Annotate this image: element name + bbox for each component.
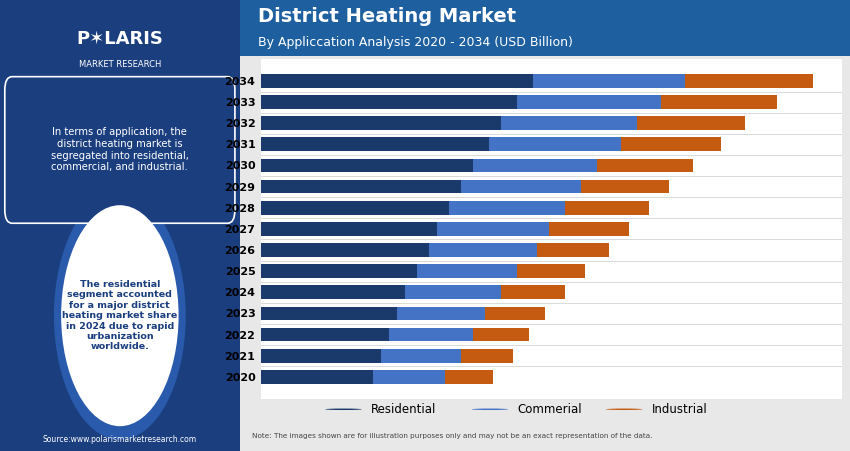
Bar: [489, 138, 621, 151]
Text: Source:www.polarismarketresearch.com: Source:www.polarismarketresearch.com: [42, 435, 197, 444]
Bar: [261, 95, 517, 109]
Bar: [261, 159, 473, 172]
Bar: [533, 74, 685, 88]
Text: In terms of application, the
district heating market is
segregated into resident: In terms of application, the district he…: [51, 127, 189, 172]
Text: Note: The images shown are for illustration purposes only and may not be an exac: Note: The images shown are for illustrat…: [252, 433, 652, 439]
Bar: [549, 222, 629, 236]
Bar: [661, 95, 778, 109]
Bar: [261, 285, 405, 299]
Bar: [261, 264, 417, 278]
Bar: [261, 201, 449, 215]
Bar: [261, 243, 429, 257]
Bar: [261, 328, 389, 341]
Bar: [261, 307, 397, 320]
Text: P✶LARIS: P✶LARIS: [76, 29, 163, 47]
Bar: [462, 349, 513, 363]
Bar: [261, 138, 489, 151]
Text: By Appliccation Analysis 2020 - 2034 (USD Billion): By Appliccation Analysis 2020 - 2034 (US…: [258, 36, 573, 49]
Bar: [685, 74, 813, 88]
Bar: [381, 349, 462, 363]
Bar: [429, 243, 537, 257]
Bar: [485, 307, 545, 320]
Bar: [537, 243, 609, 257]
Circle shape: [54, 192, 186, 440]
Bar: [581, 180, 669, 193]
Bar: [449, 201, 565, 215]
Text: Residential: Residential: [371, 403, 436, 416]
Circle shape: [326, 409, 362, 410]
Bar: [373, 370, 445, 384]
Bar: [261, 116, 502, 130]
Bar: [445, 370, 493, 384]
Bar: [462, 180, 581, 193]
Bar: [502, 116, 638, 130]
FancyBboxPatch shape: [5, 77, 235, 223]
Circle shape: [472, 409, 508, 410]
Text: MARKET RESEARCH: MARKET RESEARCH: [79, 60, 161, 69]
FancyBboxPatch shape: [0, 0, 240, 451]
Bar: [565, 201, 649, 215]
Bar: [261, 222, 437, 236]
Bar: [261, 74, 533, 88]
Bar: [261, 180, 462, 193]
Bar: [502, 285, 565, 299]
Bar: [417, 264, 517, 278]
Bar: [621, 138, 722, 151]
Bar: [517, 95, 661, 109]
Bar: [397, 307, 485, 320]
Bar: [473, 328, 530, 341]
Bar: [598, 159, 694, 172]
Text: Industrial: Industrial: [652, 403, 707, 416]
Circle shape: [606, 409, 643, 410]
FancyBboxPatch shape: [240, 0, 850, 56]
Bar: [473, 159, 598, 172]
Bar: [261, 370, 373, 384]
Bar: [638, 116, 745, 130]
Bar: [261, 349, 381, 363]
Text: Commerial: Commerial: [518, 403, 582, 416]
Text: District Heating Market: District Heating Market: [258, 7, 516, 27]
Circle shape: [61, 205, 178, 426]
Bar: [517, 264, 586, 278]
Bar: [437, 222, 549, 236]
Bar: [405, 285, 502, 299]
Text: The residential
segment accounted
for a major district
heating market share
in 2: The residential segment accounted for a …: [62, 280, 178, 351]
Bar: [389, 328, 473, 341]
